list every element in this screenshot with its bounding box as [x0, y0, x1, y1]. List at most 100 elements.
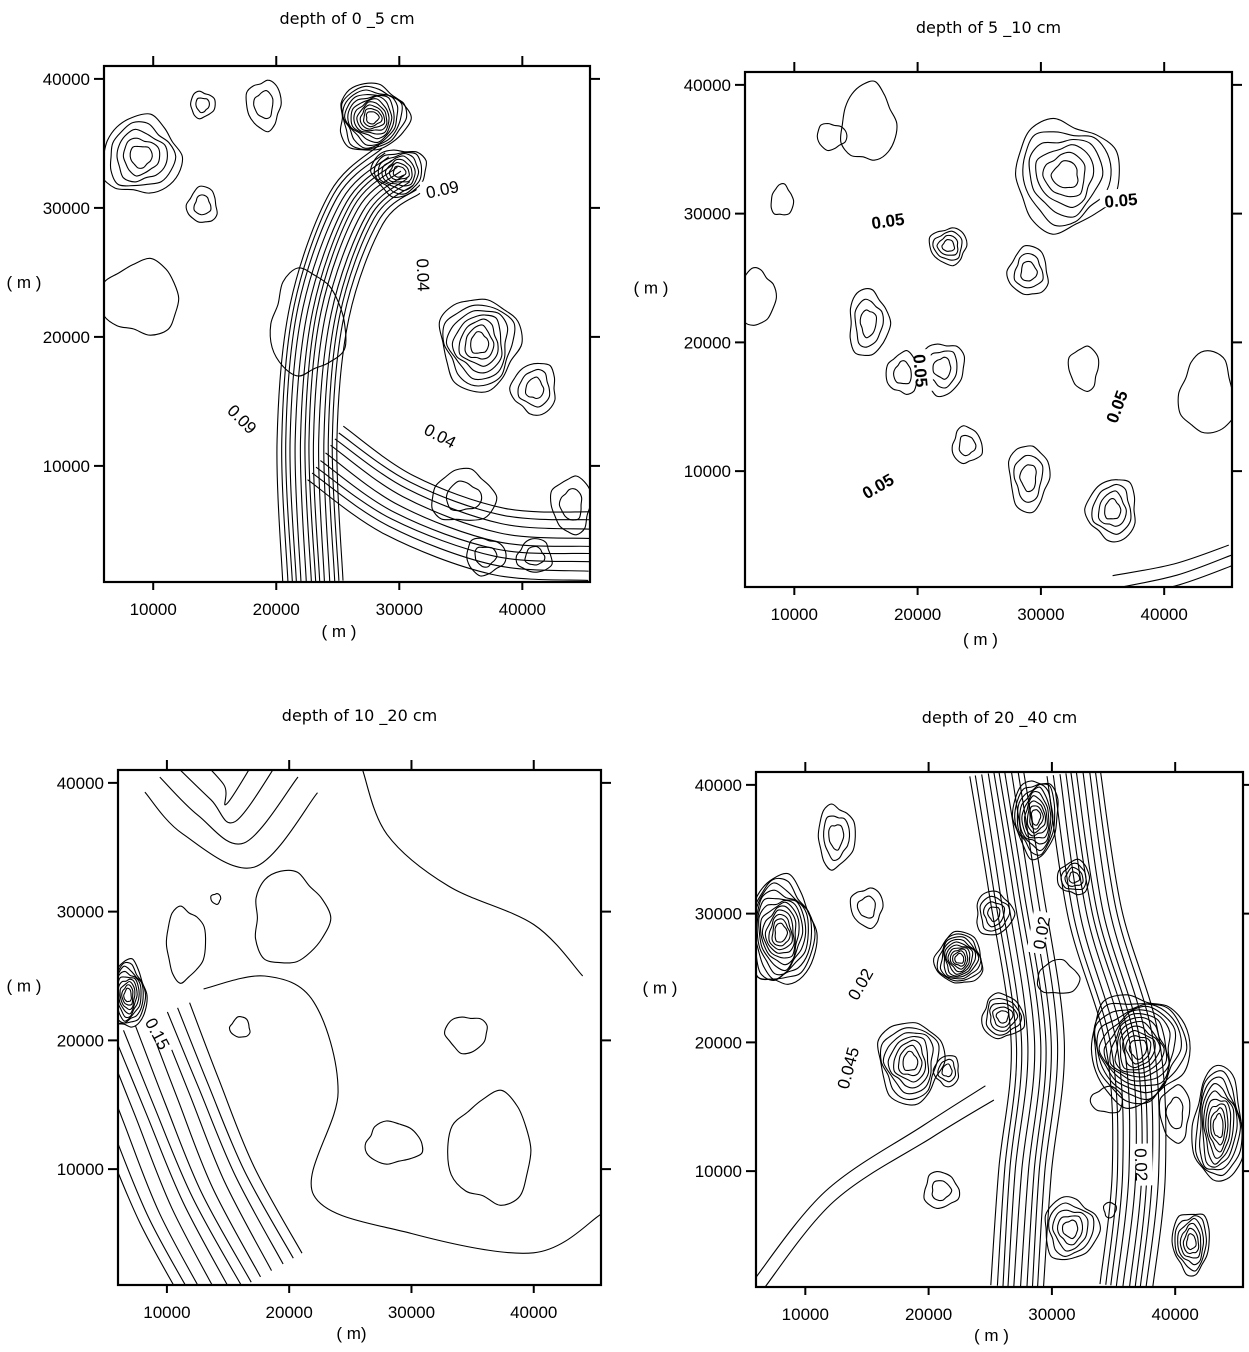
- contour-label-bg: [1134, 1143, 1154, 1186]
- contour-ring: [119, 980, 136, 1011]
- contour-ring: [1019, 464, 1037, 493]
- contour-line: [179, 770, 274, 824]
- contour-ring: [992, 1006, 1014, 1028]
- contour-ring: [165, 905, 207, 984]
- contour-ring: [771, 918, 791, 947]
- contour-ring: [118, 965, 144, 1024]
- contour-ring: [195, 97, 210, 114]
- contour-lines: [104, 79, 590, 582]
- contour-ring: [1177, 350, 1232, 434]
- contour-ring: [952, 950, 967, 967]
- contour-label-text: 0.045: [834, 1045, 863, 1091]
- contour-label: 0.02: [839, 960, 877, 1006]
- contour-line: [993, 772, 1036, 1287]
- contour-ring: [877, 1022, 946, 1106]
- contour-ring: [958, 434, 977, 457]
- contour-ring: [1021, 790, 1050, 839]
- contour-ring: [1122, 1030, 1156, 1069]
- contour-ring: [923, 1171, 961, 1209]
- contour-ring: [353, 98, 390, 135]
- contour-ring: [885, 350, 919, 395]
- contour-ring: [1029, 805, 1044, 830]
- contour-ring: [1158, 1084, 1191, 1144]
- contour-ring: [882, 1032, 934, 1095]
- contour-line: [166, 1011, 284, 1265]
- panel-title: depth of 20 _40 cm: [922, 708, 1077, 728]
- contour-line: [330, 444, 590, 540]
- y-axis-label: ( m ): [7, 273, 42, 292]
- contour-label-bg: [839, 960, 876, 1006]
- contour-ring: [756, 877, 816, 981]
- contour-ring: [942, 938, 980, 978]
- contour-ring: [1212, 1112, 1224, 1139]
- contour-ring: [1013, 454, 1044, 503]
- contour-ring: [985, 997, 1023, 1036]
- contour-ring: [936, 933, 983, 982]
- contour-ring: [1210, 1107, 1227, 1146]
- x-tick-label: 40000: [499, 600, 546, 619]
- contour-ring: [1102, 1201, 1117, 1219]
- contour-line: [157, 1015, 272, 1271]
- contour-line: [312, 174, 405, 582]
- contour-ring: [118, 976, 140, 1019]
- contour-ring: [373, 151, 423, 195]
- contour-ring: [451, 314, 503, 374]
- contour-line: [998, 772, 1042, 1287]
- contour-ring: [756, 872, 818, 985]
- contour-ring: [1174, 1215, 1207, 1272]
- contour-ring: [464, 324, 495, 360]
- contour-ring: [118, 970, 142, 1022]
- contour-ring: [941, 239, 956, 252]
- contour-ring: [364, 1120, 424, 1165]
- y-tick-label: 30000: [43, 199, 90, 218]
- y-tick-label: 40000: [684, 76, 731, 95]
- contour-ring: [347, 94, 395, 143]
- contour-lines: [118, 770, 601, 1285]
- x-tick-label: 30000: [1017, 605, 1064, 624]
- contour-ring: [828, 824, 845, 851]
- x-tick-label: 30000: [1028, 1305, 1075, 1324]
- contour-label-text: 0.05: [1103, 388, 1132, 426]
- y-tick-label: 30000: [57, 903, 104, 922]
- contour-label: 0.05: [1099, 187, 1143, 212]
- contour-ring: [983, 901, 1006, 928]
- contour-ring: [770, 183, 795, 216]
- contour-ring: [1015, 117, 1120, 235]
- contour-ring: [104, 257, 180, 336]
- contour-ring: [758, 899, 804, 972]
- contour-ring: [1006, 245, 1049, 296]
- contour-line: [276, 144, 380, 582]
- contour-ring: [941, 1063, 953, 1078]
- contour-label-text: 0.05: [909, 353, 931, 388]
- x-tick-label: 10000: [782, 1305, 829, 1324]
- contour-line: [318, 178, 408, 582]
- contour-ring: [951, 425, 984, 465]
- contour-ring: [1089, 1085, 1123, 1114]
- contour-ring: [1064, 866, 1084, 887]
- contour-ring: [185, 185, 218, 223]
- y-tick-label: 10000: [695, 1162, 742, 1181]
- y-axis-label: ( m ): [7, 977, 42, 996]
- y-tick-label: 20000: [43, 328, 90, 347]
- contour-label-bg: [1098, 382, 1130, 429]
- contour-ring: [190, 90, 216, 120]
- contour-ring: [466, 537, 507, 577]
- contour-ring: [1061, 1219, 1079, 1240]
- contour-ring: [1030, 809, 1042, 826]
- contour-line: [323, 181, 411, 582]
- contour-label: 0.05: [1098, 382, 1132, 429]
- contour-line: [362, 770, 584, 977]
- contour-ring: [363, 108, 383, 128]
- contour-ring: [761, 905, 797, 959]
- x-tick-label: 40000: [510, 1303, 557, 1322]
- contour-ring: [1191, 1064, 1243, 1182]
- contour-ring: [550, 475, 590, 536]
- y-tick-label: 20000: [57, 1031, 104, 1050]
- contour-line: [147, 1020, 261, 1278]
- contour-label-text: 0.05: [1104, 190, 1139, 212]
- contour-line: [289, 156, 390, 582]
- contour-ring: [932, 356, 952, 380]
- contour-ring: [936, 234, 959, 256]
- contour-ring: [1035, 144, 1095, 208]
- y-axis-label: ( m ): [634, 279, 669, 298]
